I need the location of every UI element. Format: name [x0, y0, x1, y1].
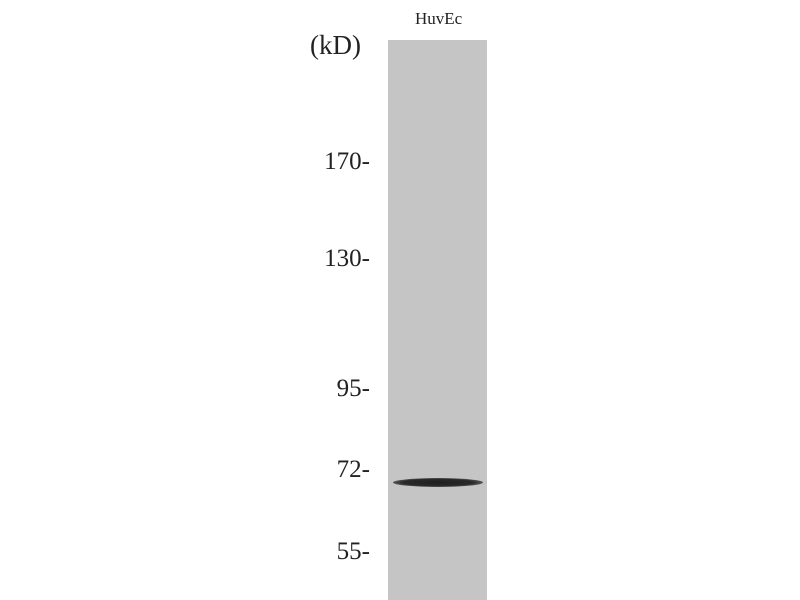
marker-130: 130- — [324, 245, 370, 272]
unit-label: (kD) — [310, 30, 361, 60]
marker-95: 95- — [336, 375, 370, 402]
protein-band — [393, 478, 483, 487]
lane-label: HuvEc — [415, 9, 463, 28]
marker-55: 55- — [336, 538, 370, 565]
marker-170: 170- — [324, 148, 370, 175]
marker-72: 72- — [336, 456, 370, 483]
blot-lane — [388, 40, 487, 600]
